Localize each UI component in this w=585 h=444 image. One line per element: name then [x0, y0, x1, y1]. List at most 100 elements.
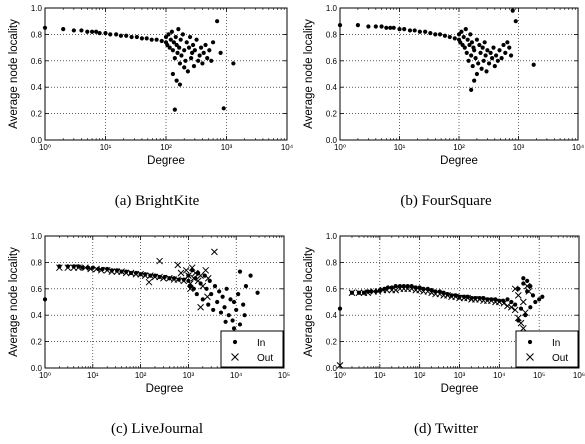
point-in — [237, 269, 243, 274]
point-in — [218, 310, 224, 315]
x-axis-label: Degree — [441, 383, 479, 395]
point-out — [514, 292, 522, 299]
data-point — [210, 40, 216, 45]
point-out — [188, 264, 196, 272]
point-in — [243, 284, 249, 289]
data-point — [472, 48, 477, 53]
data-point — [71, 28, 76, 33]
point-in — [231, 299, 237, 305]
data-point — [510, 8, 515, 13]
legend-x — [231, 353, 239, 361]
data-point — [205, 56, 210, 61]
point-in — [71, 264, 76, 269]
data-point — [495, 58, 500, 63]
data-point — [467, 42, 472, 48]
point-in — [224, 286, 229, 291]
point-out — [211, 248, 218, 256]
data-point — [129, 34, 134, 40]
point-in — [109, 268, 114, 273]
data-point — [187, 34, 193, 40]
legend-label-in: In — [552, 338, 560, 349]
data-point — [177, 61, 183, 66]
data-point — [513, 19, 518, 24]
data-point — [474, 37, 480, 42]
grid — [44, 7, 288, 141]
x-tick-label: 10¹ — [394, 143, 406, 152]
data-point — [198, 45, 204, 50]
axis-ticks: 10⁰ 10¹ 10² 10³ 10⁴ 10⁵ 10⁶ 0.0 0.2 0.4 0.6 0.8 1.0 — [326, 232, 585, 380]
data-point — [182, 48, 187, 53]
point-in — [477, 295, 482, 301]
point-out — [525, 288, 533, 295]
data-point — [61, 27, 66, 32]
point-out — [166, 274, 173, 282]
data-point — [168, 37, 173, 42]
data-point — [465, 37, 470, 42]
point-out — [160, 274, 167, 282]
point-in — [114, 268, 120, 273]
y-tick-label: 0.4 — [326, 311, 338, 320]
data-point — [94, 29, 99, 34]
data-point — [501, 42, 506, 48]
data-point — [463, 27, 468, 32]
point-in — [207, 278, 212, 283]
point-out — [464, 294, 471, 302]
panel-foursquare: 10⁰ 10¹ 10² 10³ 10⁴ 0.0 0.2 0.4 0.6 0.8 1.0 Degree… — [303, 4, 585, 209]
data-point — [482, 40, 487, 45]
point-in — [540, 294, 545, 299]
point-out — [514, 314, 522, 322]
data-point — [171, 40, 176, 45]
point-out — [364, 289, 372, 297]
data-point — [469, 40, 475, 45]
point-in — [248, 273, 253, 278]
point-in — [105, 266, 110, 272]
data-point — [149, 37, 154, 42]
data-point — [507, 45, 512, 50]
point-out — [202, 266, 210, 274]
data-point — [118, 33, 124, 38]
x-tick-label: 10³ — [221, 143, 233, 152]
data-point — [170, 48, 175, 53]
scatter-points — [336, 276, 545, 369]
data-point — [480, 45, 485, 50]
data-point — [221, 106, 226, 111]
point-out — [523, 282, 531, 290]
data-point — [172, 107, 177, 112]
y-tick-label: 0.8 — [31, 30, 43, 39]
point-out — [192, 269, 199, 277]
data-point — [464, 50, 469, 55]
data-point — [163, 34, 169, 40]
y-tick-label: 0.0 — [326, 364, 338, 373]
point-out — [197, 303, 204, 311]
x-tick-label: 10¹ — [100, 143, 112, 152]
point-in — [449, 293, 454, 298]
point-out — [108, 268, 116, 275]
point-out — [190, 274, 198, 282]
data-point — [478, 50, 483, 55]
point-in — [453, 293, 458, 298]
data-point — [366, 24, 371, 29]
data-point — [175, 50, 180, 55]
point-in — [234, 307, 239, 313]
point-out — [500, 299, 508, 307]
data-point — [503, 50, 508, 55]
point-in — [204, 286, 209, 291]
point-out — [197, 272, 204, 279]
legend-label-out: Out — [257, 353, 273, 364]
data-point — [388, 25, 393, 30]
data-point — [178, 37, 183, 42]
point-out — [511, 306, 519, 314]
point-in — [211, 307, 216, 313]
data-point — [483, 53, 488, 58]
data-point — [466, 58, 471, 63]
y-tick-label: 1.0 — [31, 232, 43, 241]
data-point — [479, 66, 484, 71]
data-point — [462, 45, 467, 50]
data-point — [192, 48, 197, 53]
point-in — [202, 273, 207, 278]
data-point — [177, 45, 182, 50]
point-in — [80, 265, 85, 270]
panel-twitter: 10⁰ 10¹ 10² 10³ 10⁴ 10⁵ 10⁶0.00.20.40.60.81.0 … — [303, 232, 585, 437]
x-tick-label: 10³ — [513, 143, 525, 152]
data-point — [433, 32, 438, 37]
